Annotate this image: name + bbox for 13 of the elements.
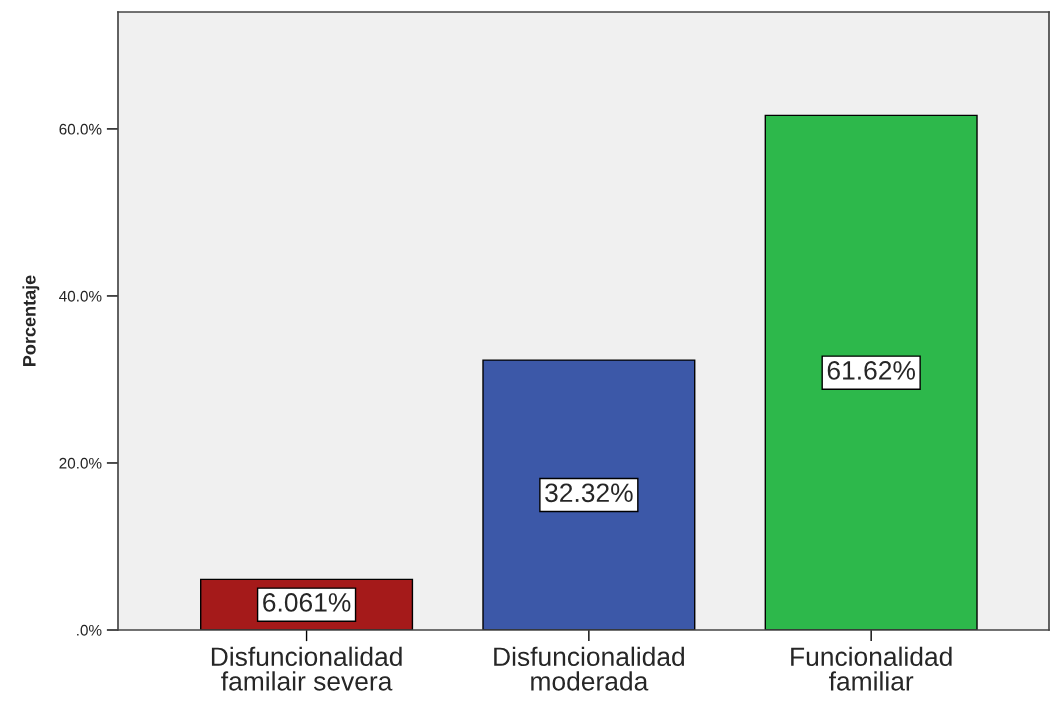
bar — [764, 114, 978, 630]
y-axis-title: Porcentaje — [22, 275, 40, 366]
x-tick-label: Funcionalidad familiar — [791, 646, 952, 691]
x-tick-label: Disfuncionalidad moderada — [494, 646, 684, 691]
y-tick-label: 20.0% — [59, 457, 102, 469]
data-label: 61.62% — [827, 361, 915, 380]
data-label: 6.061% — [263, 593, 351, 612]
x-tick-label: Disfuncionalidad familair severa — [211, 646, 402, 691]
y-tick-label: 40.0% — [59, 290, 102, 302]
data-label: 32.32% — [545, 483, 633, 503]
y-tick-label: .0% — [77, 624, 102, 636]
y-tick-label: 60.0% — [59, 123, 102, 135]
bar — [482, 359, 696, 630]
